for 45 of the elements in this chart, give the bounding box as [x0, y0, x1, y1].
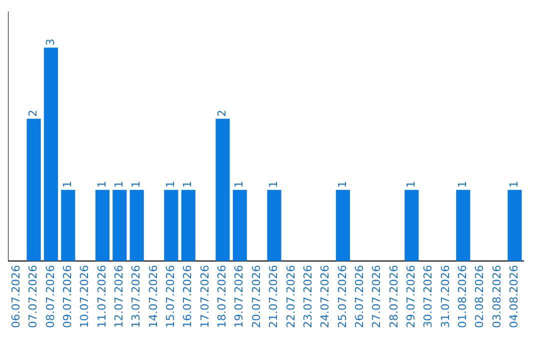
x-tick-label: 28.07.2026	[387, 265, 400, 328]
data-label: 1	[130, 180, 143, 188]
data-label: 1	[232, 180, 246, 188]
x-tick-label: 18.07.2026	[216, 265, 229, 328]
x-tick-label: 21.07.2026	[267, 265, 280, 328]
data-label: 2	[26, 110, 40, 117]
x-tick-label: 14.07.2026	[146, 265, 160, 328]
x-tick-label: 26.07.2026	[352, 265, 366, 328]
x-tick-label: 09.07.2026	[60, 265, 74, 328]
x-tick-label: 31.07.2026	[438, 265, 452, 328]
x-tick-label: 11.07.2026	[95, 265, 108, 328]
data-label: 1	[404, 180, 418, 188]
data-label: 1	[336, 180, 349, 188]
data-label: 1	[164, 180, 178, 188]
x-tick-label: 15.07.2026	[164, 265, 178, 328]
x-tick-label: 23.07.2026	[301, 265, 314, 328]
x-tick-label: 19.07.2026	[232, 265, 246, 328]
data-label: 1	[267, 180, 280, 188]
x-tick-label: 24.07.2026	[318, 265, 332, 328]
data-label: 2	[216, 110, 229, 117]
x-tick-label: 04.08.2026	[508, 265, 521, 328]
data-label: 1	[456, 180, 470, 188]
x-tick-label: 06.07.2026	[9, 265, 22, 328]
data-label: 3	[44, 38, 57, 46]
x-tick-label: 07.07.2026	[26, 265, 40, 328]
data-label: 1	[181, 180, 194, 188]
x-tick-label: 01.08.2026	[456, 265, 470, 328]
x-tick-label: 27.07.2026	[370, 265, 384, 328]
x-tick-label: 08.07.2026	[44, 265, 57, 328]
data-label: 1	[95, 180, 108, 188]
x-tick-label: 03.08.2026	[490, 265, 504, 328]
x-tick-label: 30.07.2026	[422, 265, 435, 328]
data-label: 1	[112, 180, 126, 188]
x-tick-label: 25.07.2026	[336, 265, 349, 328]
x-tick-label: 13.07.2026	[130, 265, 143, 328]
x-tick-label: 16.07.2026	[181, 265, 194, 328]
x-tick-label: 10.07.2026	[78, 265, 92, 328]
x-tick-label: 29.07.2026	[404, 265, 418, 328]
data-label: 1	[508, 180, 521, 188]
x-tick-label: 12.07.2026	[112, 265, 126, 328]
x-tick-label: 22.07.2026	[284, 265, 298, 328]
x-tick-label: 20.07.2026	[250, 265, 263, 328]
x-tick-label: 17.07.2026	[198, 265, 212, 328]
data-label: 1	[60, 180, 74, 188]
x-tick-label: 02.08.2026	[473, 265, 486, 328]
